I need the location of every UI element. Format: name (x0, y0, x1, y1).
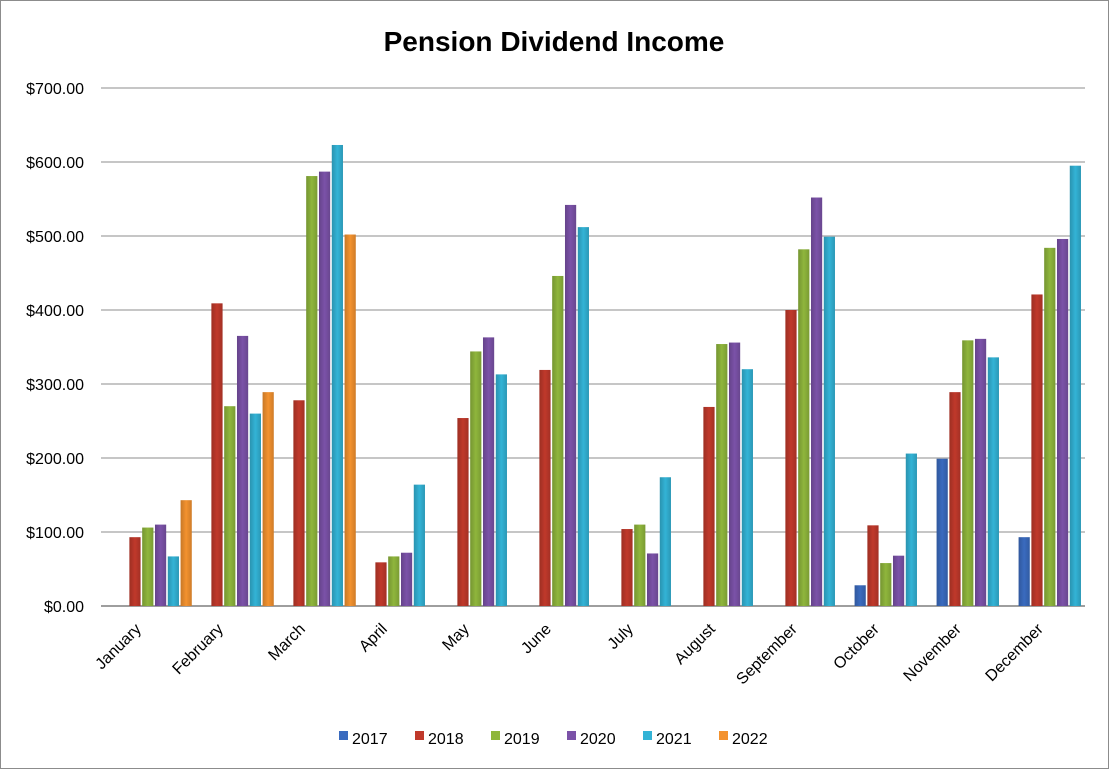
y-tick-label: $600.00 (26, 155, 84, 172)
bar-2019-august (716, 344, 728, 606)
bar-2019-may (470, 351, 482, 606)
bar-2019-february (224, 406, 236, 606)
legend-label-2022: 2022 (732, 731, 768, 748)
y-tick-label: $700.00 (26, 81, 84, 98)
bar-2020-november (974, 338, 987, 606)
y-axis-ticks: $0.00 $100.00 $200.00 $300.00 $400.00 $500.00… (26, 81, 84, 616)
chart-title: Pension Dividend Income (384, 26, 725, 57)
x-tick-label: September (733, 620, 801, 688)
bar-2020-august (728, 342, 741, 606)
bar-2021-november (987, 357, 999, 606)
bar-2020-september (810, 197, 823, 606)
bar-2019-april (388, 556, 400, 606)
legend-swatch-2019 (491, 731, 500, 740)
bar-2017-december (1018, 537, 1030, 606)
legend-label-2021: 2021 (656, 731, 692, 748)
y-tick-label: $100.00 (26, 525, 84, 542)
bar-2018-january (129, 537, 141, 606)
bar-2020-december (1056, 238, 1069, 606)
bar-2021-december (1069, 165, 1081, 606)
x-tick-label: May (439, 621, 472, 654)
bar-2019-july (634, 524, 646, 606)
bar-2018-october (867, 525, 879, 606)
bar-2019-december (1044, 247, 1056, 606)
y-tick-label: $0.00 (44, 599, 84, 616)
y-tick-label: $300.00 (26, 377, 84, 394)
bar-2021-june (577, 227, 589, 606)
bar-2017-october (854, 585, 866, 606)
bar-2018-march (293, 400, 305, 606)
bar-2022-january (180, 500, 192, 606)
bar-2019-january (142, 527, 154, 606)
bar-2021-may (495, 374, 507, 606)
bar-2021-april (413, 484, 425, 606)
x-tick-label: November (901, 620, 966, 685)
legend-swatch-2020 (567, 731, 576, 740)
y-tick-label: $400.00 (26, 303, 84, 320)
bar-2018-november (949, 392, 961, 606)
legend: 2017 2018 2019 2020 2021 2022 (339, 731, 768, 748)
bar-2020-february (236, 335, 249, 606)
x-tick-label: December (983, 620, 1048, 685)
bar-2018-december (1031, 294, 1043, 606)
x-tick-label: April (356, 621, 391, 656)
x-tick-label: July (605, 621, 637, 653)
bar-2019-march (306, 176, 318, 606)
bar-2021-march (331, 144, 343, 607)
legend-label-2020: 2020 (580, 731, 616, 748)
bar-2021-february (249, 413, 261, 606)
legend-label-2017: 2017 (352, 731, 388, 748)
bar-2021-july (659, 477, 671, 606)
bar-2018-august (703, 406, 715, 606)
bar-2020-june (564, 204, 577, 607)
legend-label-2018: 2018 (428, 731, 464, 748)
y-tick-label: $200.00 (26, 451, 84, 468)
legend-swatch-2022 (719, 731, 728, 740)
legend-label-2019: 2019 (504, 731, 540, 748)
bar-2020-may (482, 337, 495, 606)
bar-2018-april (375, 562, 387, 606)
bar-2020-march (318, 171, 331, 606)
bars (129, 144, 1081, 607)
bar-2017-november (936, 458, 948, 606)
legend-swatch-2018 (415, 731, 424, 740)
bar-2021-august (741, 369, 753, 606)
y-tick-label: $500.00 (26, 229, 84, 246)
x-tick-label: August (672, 620, 720, 668)
x-tick-label: February (170, 621, 227, 678)
bar-2020-january (154, 524, 167, 606)
x-tick-label: March (265, 621, 308, 664)
bar-2020-april (400, 552, 413, 606)
bar-2018-september (785, 310, 797, 606)
x-axis-ticks: January February March April May June July Augu… (93, 620, 1048, 688)
bar-2018-july (621, 529, 633, 606)
bar-2020-october (892, 555, 905, 606)
bar-2021-january (167, 556, 179, 606)
bar-2021-september (823, 236, 835, 607)
x-tick-label: January (93, 621, 145, 673)
bar-2020-july (646, 553, 659, 606)
bar-2018-february (211, 303, 223, 606)
bar-2021-october (905, 453, 917, 606)
legend-swatch-2021 (643, 731, 652, 740)
bar-2019-october (880, 563, 892, 606)
bar-2019-september (798, 249, 810, 606)
legend-swatch-2017 (339, 731, 348, 740)
bar-2022-march (344, 234, 356, 606)
bar-2018-june (539, 369, 551, 606)
bar-2019-june (552, 275, 564, 606)
x-tick-label: June (518, 621, 555, 658)
bar-2022-february (262, 392, 274, 606)
bar-2019-november (962, 340, 974, 606)
bar-2018-may (457, 418, 469, 606)
x-tick-label: October (831, 620, 884, 673)
